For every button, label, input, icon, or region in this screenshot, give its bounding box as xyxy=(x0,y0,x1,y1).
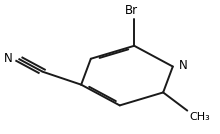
Text: N: N xyxy=(179,59,188,72)
Text: CH₃: CH₃ xyxy=(190,112,210,122)
Text: Br: Br xyxy=(125,4,138,17)
Text: N: N xyxy=(4,52,13,65)
